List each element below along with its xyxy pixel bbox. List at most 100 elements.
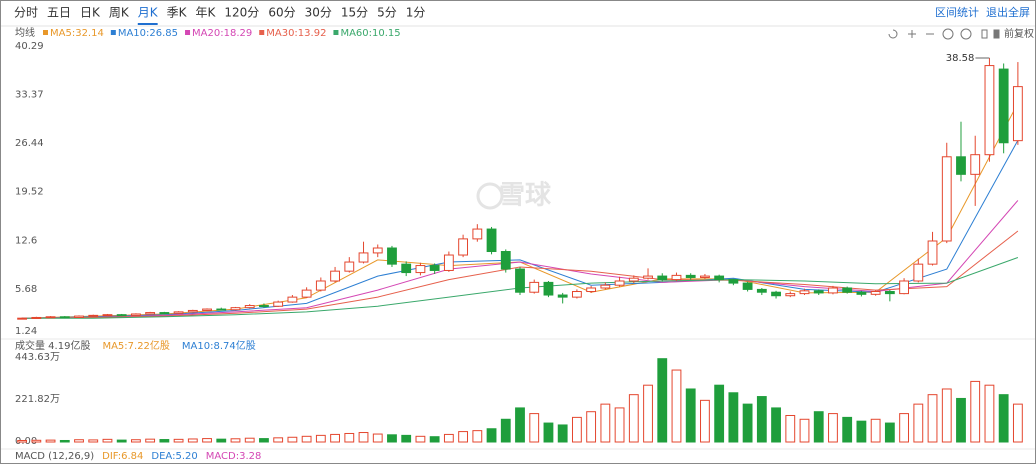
candle-body — [88, 314, 99, 317]
legend-title: 均线 — [15, 26, 35, 39]
candle-body — [458, 238, 469, 256]
timeframe-tab[interactable]: 日K — [80, 6, 101, 20]
timeframe-tab[interactable]: 五日 — [47, 6, 71, 20]
candle-body — [657, 275, 668, 281]
candle-body — [244, 305, 255, 309]
candle-body — [813, 290, 824, 294]
volume-bar — [557, 424, 568, 443]
volume-bar — [714, 384, 725, 443]
volume-bar — [984, 384, 995, 443]
volume-bar — [187, 438, 198, 443]
volume-bar — [273, 437, 284, 443]
volume-bar — [856, 420, 867, 443]
adjust-mode[interactable]: 前复权 — [1004, 27, 1034, 40]
icon-candle-filled[interactable] — [993, 29, 1000, 39]
candle-body — [600, 284, 611, 289]
volume-bar — [1012, 403, 1023, 443]
candle-body — [187, 309, 198, 313]
legend-entry: MA20:18.29 — [192, 28, 252, 39]
candle-body — [486, 228, 497, 253]
candle-body — [344, 261, 355, 272]
candle-body — [557, 294, 568, 298]
icon-left[interactable] — [942, 28, 954, 40]
timeframe-tab[interactable]: 5分 — [377, 6, 397, 20]
volume-bar — [671, 369, 682, 443]
timeframe-tab[interactable]: 分时 — [14, 6, 38, 20]
volume-legend: MA5:7.22亿股 — [102, 339, 169, 352]
timeframe-tab[interactable]: 15分 — [341, 6, 368, 20]
macd-legend: MACD:3.28 — [206, 451, 262, 462]
volume-bar — [899, 413, 909, 443]
volume-bar — [771, 407, 781, 443]
candle-body — [728, 279, 739, 284]
candle-body — [984, 65, 995, 156]
candle-body — [628, 277, 639, 282]
volume-bar — [870, 418, 881, 443]
volume-tick-label: 221.82万 — [15, 394, 60, 405]
volume-bar — [913, 403, 924, 443]
candle-body — [828, 287, 838, 294]
candle-body — [799, 290, 810, 295]
volume-bar — [998, 394, 1009, 443]
candle-body — [159, 312, 170, 315]
timeframe-tab[interactable]: 年K — [196, 6, 217, 20]
candle-body — [756, 288, 767, 293]
watermark-logo — [476, 182, 504, 210]
icon-zoom-in[interactable] — [908, 30, 916, 38]
volume-bar — [159, 439, 170, 443]
candle-body — [941, 156, 952, 242]
timeframe-tab[interactable]: 120分 — [224, 6, 259, 20]
legend-swatch — [259, 30, 265, 35]
candle-body — [259, 305, 269, 308]
timeframe-tab[interactable]: 30分 — [305, 6, 332, 20]
candle-body — [273, 301, 284, 307]
legend-entry: MA10:26.85 — [118, 28, 178, 39]
candle-body — [116, 314, 127, 317]
candle-body — [301, 289, 312, 298]
legend-swatch — [110, 30, 116, 35]
icon-candle[interactable] — [981, 29, 988, 39]
candle-body — [45, 316, 56, 319]
candle-body — [742, 282, 753, 290]
candle-body — [372, 247, 383, 254]
candle-body — [543, 281, 554, 296]
timeframe-tab[interactable]: 周K — [109, 6, 130, 20]
candle-body — [472, 228, 483, 240]
volume-bar — [785, 414, 796, 443]
volume-bar — [970, 380, 981, 443]
volume-bar — [102, 438, 113, 443]
candle-body — [842, 287, 853, 293]
volume-tick-label: 443.63万 — [15, 352, 60, 363]
timeframe-tab[interactable]: 60分 — [268, 6, 295, 20]
y-tick-label: 26.44 — [15, 138, 44, 149]
volume-bar — [458, 431, 469, 443]
macd-legend: DEA:5.20 — [151, 451, 197, 462]
volume-bar — [884, 422, 895, 443]
exit-fullscreen-link[interactable]: 退出全屏 — [986, 5, 1030, 19]
volume-bar — [401, 434, 412, 443]
candle-body — [443, 254, 454, 271]
volume-bar — [956, 397, 966, 443]
candle-body — [700, 275, 710, 278]
volume-bar — [813, 411, 824, 443]
candle-body — [173, 311, 184, 314]
volume-bar — [301, 435, 312, 443]
volume-bar — [216, 438, 227, 443]
range-stats-link[interactable]: 区间统计 — [935, 6, 979, 19]
volume-bar — [415, 435, 426, 443]
icon-reset[interactable] — [888, 29, 898, 39]
icon-right[interactable] — [960, 28, 972, 40]
timeframe-tab[interactable]: 月K — [138, 6, 159, 20]
candle-body — [216, 308, 227, 311]
candle-body — [970, 154, 981, 175]
volume-bar — [131, 439, 141, 443]
candle-body — [31, 316, 42, 319]
timeframe-tab[interactable]: 季K — [167, 6, 188, 20]
volume-bar — [571, 416, 582, 443]
volume-bar — [230, 438, 241, 443]
candle-body — [571, 291, 582, 298]
candle-body — [74, 315, 84, 318]
timeframe-tab[interactable]: 1分 — [406, 6, 426, 20]
volume-legend: MA10:8.74亿股 — [182, 339, 256, 352]
volume-bar — [700, 399, 710, 443]
